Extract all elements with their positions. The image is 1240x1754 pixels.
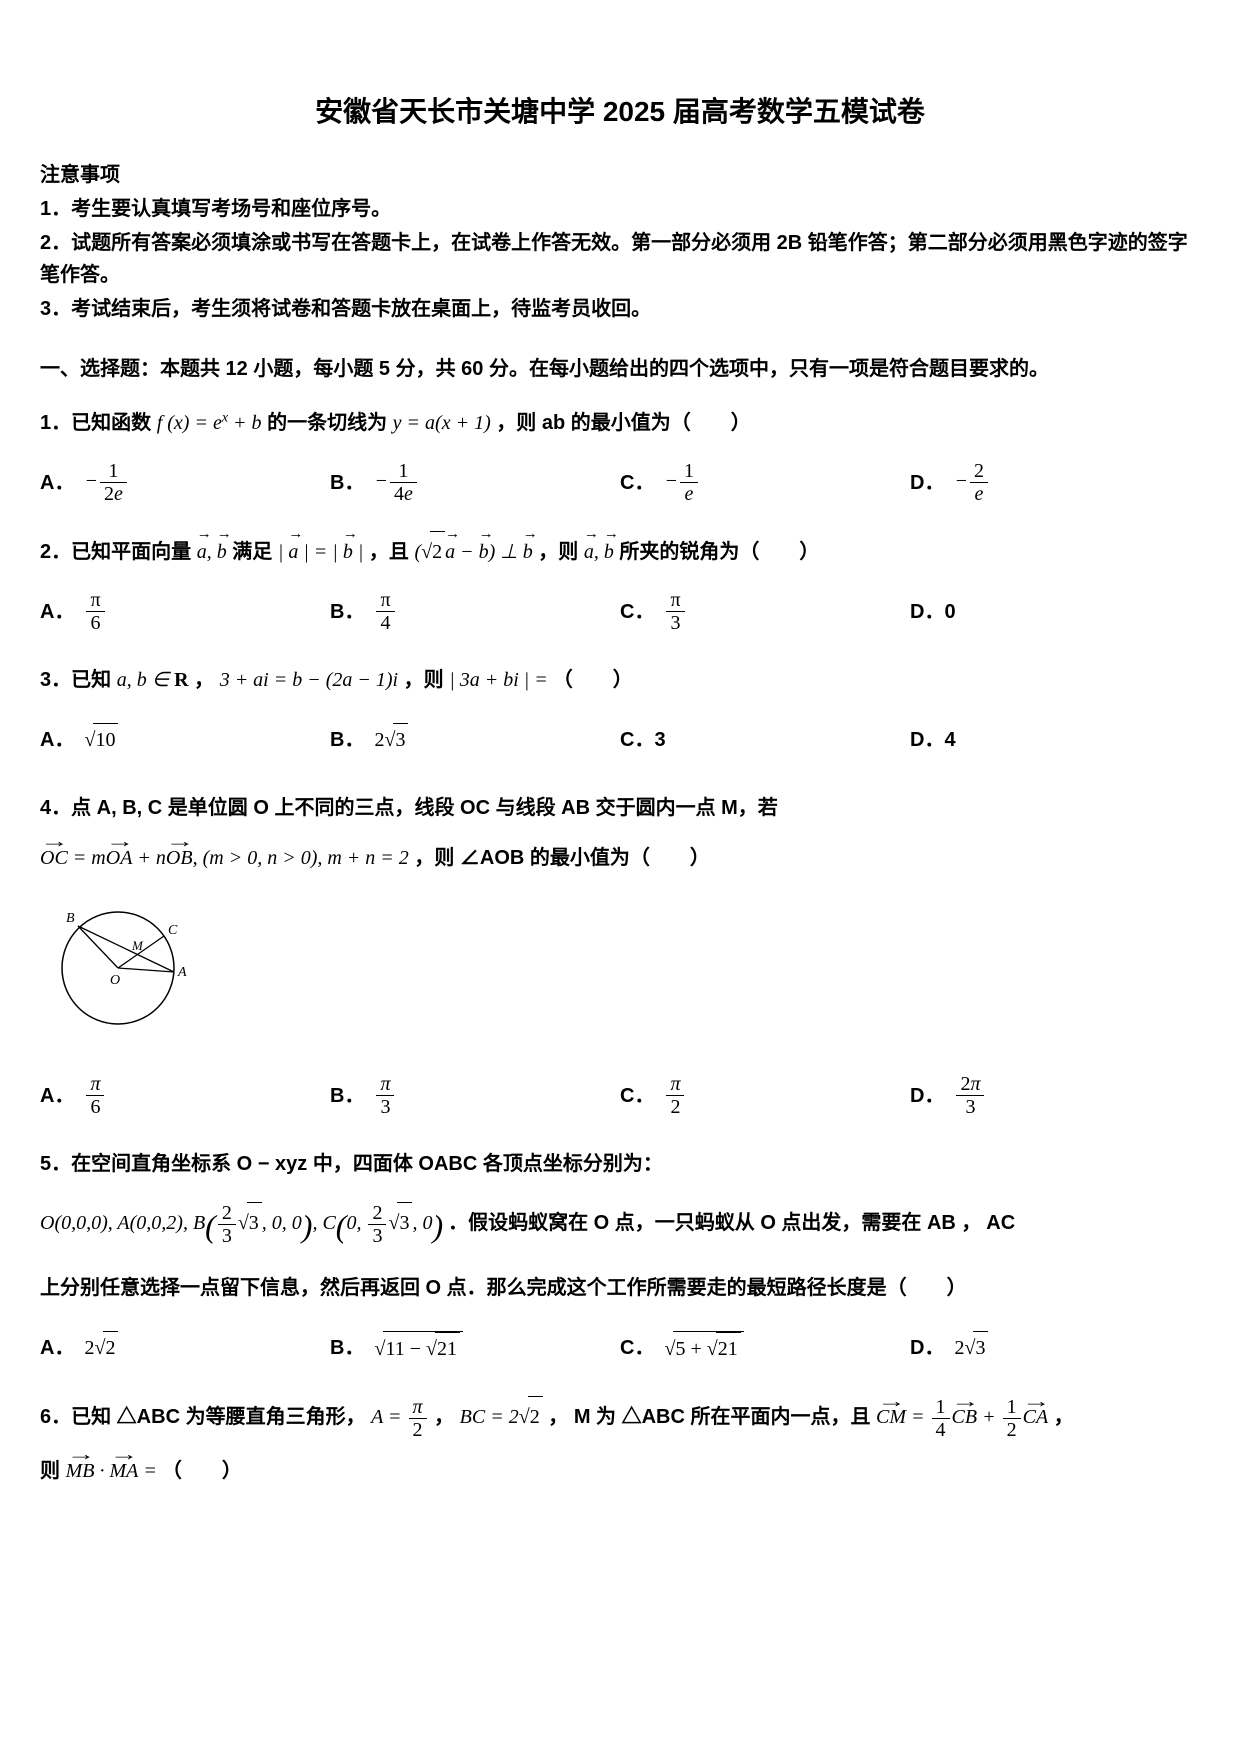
q5-opt-d: D． 2√3 <box>910 1318 1200 1378</box>
q1-mid: 的一条切线为 <box>267 412 393 434</box>
q1-prefix: 1．已知函数 <box>40 412 157 434</box>
opt-label-b: B． <box>330 724 364 756</box>
q2-mid1: 满足 <box>232 541 278 563</box>
question-5-line1: 5．在空间直角坐标系 O − xyz 中，四面体 OABC 各顶点坐标分别为： <box>40 1144 1200 1184</box>
q2-opt-b: B． π4 <box>330 582 620 642</box>
q2-options: A． π6 B． π4 C． π3 D．0 <box>40 582 1200 642</box>
q1-expr-f: f (x) = ex + b <box>157 412 262 434</box>
opt-label-a: A． <box>40 596 74 628</box>
q6-mid1: ， <box>434 1406 460 1428</box>
q3-options: A． √10 B． 2√3 C．3 D．4 <box>40 710 1200 770</box>
svg-text:B: B <box>66 911 75 926</box>
opt-label-c: C．3 <box>620 724 666 756</box>
q4-opt-b: B． π3 <box>330 1066 620 1126</box>
opt-label-a: A． <box>40 724 74 756</box>
q1-opt-b: B． −14e <box>330 453 620 513</box>
q3-mid: ， <box>194 669 220 691</box>
q1-opt-d: D． −2e <box>910 453 1200 513</box>
opt-label-b: B． <box>330 1080 364 1112</box>
question-5-line3: 上分别任意选择一点留下信息，然后再返回 O 点．那么完成这个工作所需要走的最短路… <box>40 1268 1200 1308</box>
opt-label-a: A． <box>40 467 74 499</box>
opt-label-b: B． <box>330 467 364 499</box>
q5-opt-b: B． √11 − √21 <box>330 1318 620 1378</box>
q3-opt-c: C．3 <box>620 710 910 770</box>
q2-opt-c: C． π3 <box>620 582 910 642</box>
q4-options: A． π6 B． π3 C． π2 D． 2π3 <box>40 1066 1200 1126</box>
question-1: 1．已知函数 f (x) = ex + b 的一条切线为 y = a(x + 1… <box>40 403 1200 443</box>
opt-label-d: D． <box>910 1080 944 1112</box>
q5-opt-a: A． 2√2 <box>40 1318 330 1378</box>
q2-prefix: 2．已知平面向量 <box>40 541 197 563</box>
circle-diagram: O A B C M <box>40 888 210 1048</box>
section-1-heading: 一、选择题：本题共 12 小题，每小题 5 分，共 60 分。在每小题给出的四个… <box>40 353 1200 385</box>
q4-opt-c: C． π2 <box>620 1066 910 1126</box>
q4-opt-d: D． 2π3 <box>910 1066 1200 1126</box>
q6-prefix: 6．已知 △ABC 为等腰直角三角形， <box>40 1406 366 1428</box>
q6-line2-suffix: （ ） <box>162 1460 242 1482</box>
q4-line2-suffix: ，则 ∠AOB 的最小值为（ ） <box>414 847 710 869</box>
question-6-line2: 则 MB · MA = （ ） <box>40 1451 1200 1491</box>
q3-text-then: ，则 <box>404 669 450 691</box>
q6-mid2: ， M 为 △ABC 所在平面内一点，且 <box>548 1406 876 1428</box>
q1-suffix: ，则 ab 的最小值为（ ） <box>496 412 750 434</box>
question-5-line2: O(0,0,0), A(0,0,2), B(23√3, 0, 0), C(0, … <box>40 1194 1200 1258</box>
q1-opt-c: C． −1e <box>620 453 910 513</box>
opt-label-d: D． <box>910 1332 944 1364</box>
question-4-line2: OC = mOA + nOB, (m > 0, n > 0), m + n = … <box>40 838 1200 878</box>
svg-text:M: M <box>131 938 144 953</box>
q3-opt-d: D．4 <box>910 710 1200 770</box>
q4-opt-a: A． π6 <box>40 1066 330 1126</box>
opt-label-a: A． <box>40 1332 74 1364</box>
opt-label-c: C． <box>620 1332 654 1364</box>
question-3: 3．已知 a, b ∈ R ， 3 + ai = b − (2a − 1)i ，… <box>40 660 1200 700</box>
opt-label-d: D．4 <box>910 724 956 756</box>
opt-label-a: A． <box>40 1080 74 1112</box>
opt-label-d: D． <box>910 467 944 499</box>
q2-mid2: ，且 <box>369 541 415 563</box>
svg-text:C: C <box>168 923 178 938</box>
notice-3: 3．考试结束后，考生须将试卷和答题卡放在桌面上，待监考员收回。 <box>40 293 1200 325</box>
q3-suffix: （ ） <box>553 669 633 691</box>
q5-line1: 5．在空间直角坐标系 O − xyz 中，四面体 OABC 各顶点坐标分别为： <box>40 1153 663 1175</box>
page-title: 安徽省天长市关塘中学 2025 届高考数学五模试卷 <box>40 90 1200 135</box>
opt-label-c: C． <box>620 596 654 628</box>
q2-mid3: ，则 <box>538 541 584 563</box>
svg-text:O: O <box>110 973 120 988</box>
question-4-line1: 4．点 A, B, C 是单位圆 O 上不同的三点，线段 OC 与线段 AB 交… <box>40 788 1200 828</box>
question-6-line1: 6．已知 △ABC 为等腰直角三角形， A = π2 ， BC = 2√2 ， … <box>40 1396 1200 1441</box>
opt-label-c: C． <box>620 1080 654 1112</box>
q5-line3: 上分别任意选择一点留下信息，然后再返回 O 点．那么完成这个工作所需要走的最短路… <box>40 1277 967 1299</box>
q6-suffix: ， <box>1054 1406 1074 1428</box>
q4-figure: O A B C M <box>40 888 1200 1058</box>
opt-label-b: B． <box>330 1332 364 1364</box>
opt-label-c: C． <box>620 467 654 499</box>
q1-expr-y: y = a(x + 1) <box>393 412 491 434</box>
question-2: 2．已知平面向量 a, b 满足 | a | = | b | ，且 (√2a −… <box>40 531 1200 572</box>
opt-label-d: D．0 <box>910 596 956 628</box>
q4-line1: 4．点 A, B, C 是单位圆 O 上不同的三点，线段 OC 与线段 AB 交… <box>40 797 778 819</box>
q5-line2-mid: ．假设蚂蚁窝在 O 点，一只蚂蚁从 O 点出发，需要在 AB ， AC <box>448 1212 1015 1234</box>
q2-suffix: 所夹的锐角为（ ） <box>619 541 819 563</box>
q5-options: A． 2√2 B． √11 − √21 C． √5 + √21 D． 2√3 <box>40 1318 1200 1378</box>
q2-opt-a: A． π6 <box>40 582 330 642</box>
q5-opt-c: C． √5 + √21 <box>620 1318 910 1378</box>
svg-text:A: A <box>177 965 187 980</box>
q3-opt-a: A． √10 <box>40 710 330 770</box>
q3-opt-b: B． 2√3 <box>330 710 620 770</box>
q2-opt-d: D．0 <box>910 582 1200 642</box>
notice-1: 1．考生要认真填写考场号和座位序号。 <box>40 193 1200 225</box>
notice-heading: 注意事项 <box>40 159 1200 191</box>
q3-prefix: 3．已知 <box>40 669 117 691</box>
q1-options: A． −12e B． −14e C． −1e D． −2e <box>40 453 1200 513</box>
q1-opt-a: A． −12e <box>40 453 330 513</box>
notice-2: 2．试题所有答案必须填涂或书写在答题卡上，在试卷上作答无效。第一部分必须用 2B… <box>40 227 1200 291</box>
opt-label-b: B． <box>330 596 364 628</box>
